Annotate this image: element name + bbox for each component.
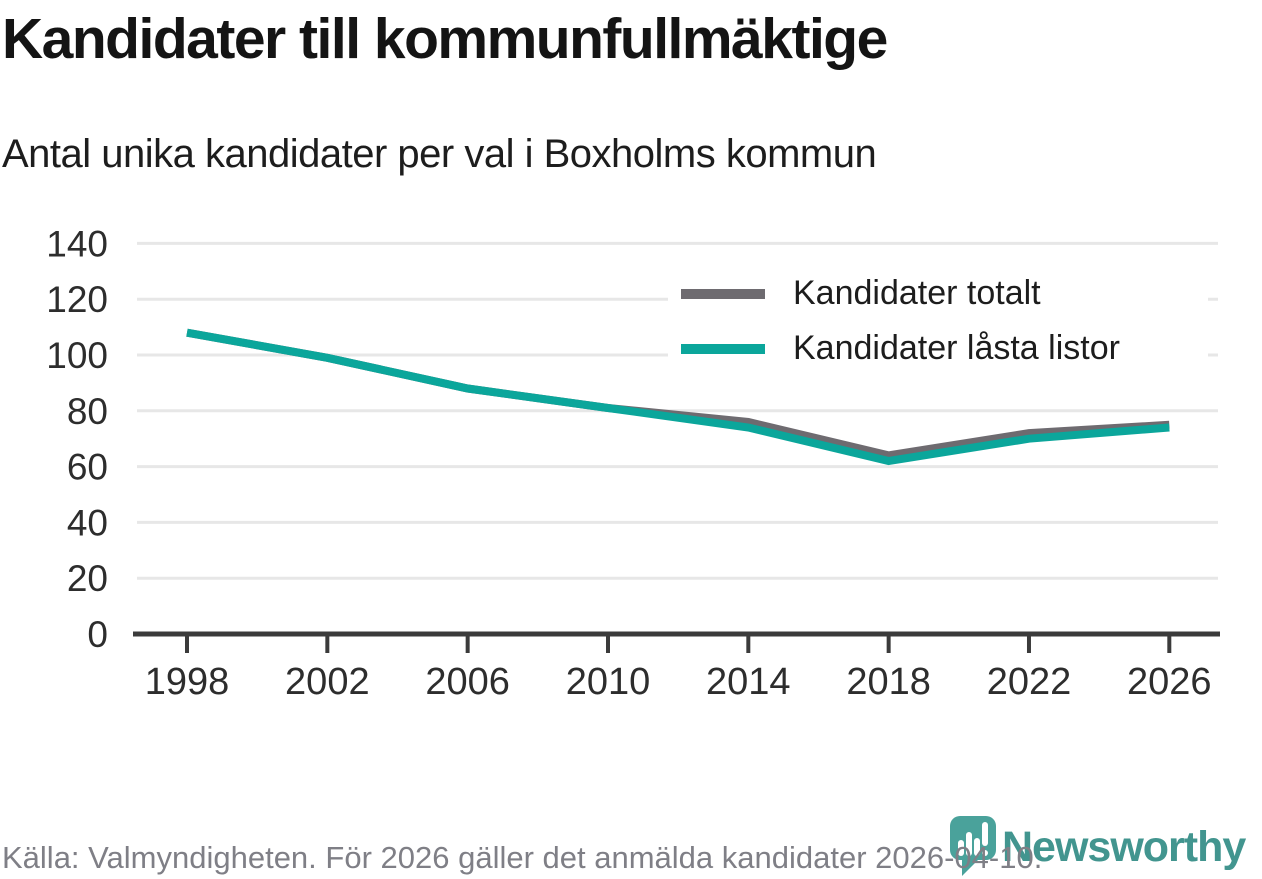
x-tick-label-2018: 2018 (846, 661, 931, 703)
line-series-1 (186, 328, 1170, 466)
y-tick-label-80: 80 (67, 391, 108, 432)
y-tick-label-60: 60 (67, 447, 108, 488)
y-tick-label-40: 40 (67, 502, 108, 543)
legend-label-totalt: Kandidater totalt (793, 274, 1041, 312)
x-tick-label-2002: 2002 (285, 661, 370, 703)
legend-item-kandidater-lasta-listor: Kandidater låsta listor (668, 321, 1208, 376)
legend-swatch-totalt (681, 288, 765, 299)
legend-item-kandidater-totalt: Kandidater totalt (668, 266, 1208, 321)
source-note: Källa: Valmyndigheten. För 2026 gäller d… (2, 840, 1043, 875)
x-tick-label-2010: 2010 (566, 661, 651, 703)
y-tick-label-120: 120 (46, 279, 108, 320)
x-tick-label-2014: 2014 (706, 661, 791, 703)
y-tick-label-140: 140 (46, 223, 108, 264)
chart-title: Kandidater till kommunfullmäktige (2, 7, 888, 71)
newsworthy-logo-icon (950, 816, 996, 876)
y-tick-label-100: 100 (46, 335, 108, 376)
chart-subtitle: Antal unika kandidater per val i Boxholm… (2, 132, 877, 176)
newsworthy-wordmark: Newsworthy (1002, 823, 1246, 871)
x-tick-label-2006: 2006 (425, 661, 510, 703)
y-tick-label-0: 0 (87, 614, 108, 655)
legend-label-lasta-listor: Kandidater låsta listor (793, 329, 1120, 367)
x-tick-label-2026: 2026 (1127, 661, 1212, 703)
newsworthy-logo: Newsworthy (948, 814, 1262, 879)
y-tick-label-20: 20 (67, 558, 108, 599)
x-tick-label-1998: 1998 (145, 661, 230, 703)
chart-legend: Kandidater totalt Kandidater låsta listo… (668, 266, 1208, 376)
legend-swatch-lasta-listor (681, 343, 765, 354)
x-tick-label-2022: 2022 (987, 661, 1072, 703)
